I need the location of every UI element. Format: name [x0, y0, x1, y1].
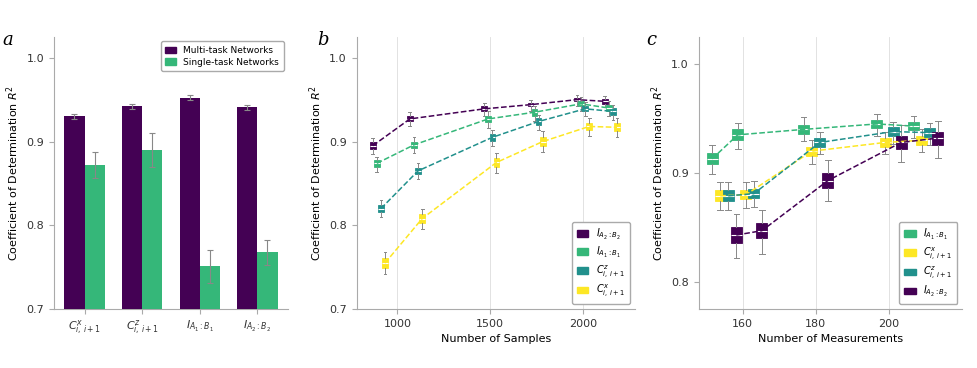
- Legend: $I_{A_1:B_1}$, $C^x_{i,\,i+1}$, $C^z_{i,\,i+1}$, $I_{A_2:B_2}$: $I_{A_1:B_1}$, $C^x_{i,\,i+1}$, $C^z_{i,…: [899, 222, 957, 304]
- PathPatch shape: [528, 103, 533, 106]
- PathPatch shape: [374, 160, 380, 167]
- PathPatch shape: [419, 215, 425, 223]
- PathPatch shape: [741, 190, 751, 199]
- PathPatch shape: [714, 190, 726, 201]
- PathPatch shape: [489, 134, 495, 141]
- PathPatch shape: [909, 122, 919, 131]
- PathPatch shape: [887, 127, 899, 136]
- PathPatch shape: [493, 158, 499, 167]
- PathPatch shape: [814, 138, 826, 147]
- Legend: $I_{A_2:B_2}$, $I_{A_1:B_1}$, $C^z_{i,\,i+1}$, $C^x_{i,\,i+1}$: $I_{A_2:B_2}$, $I_{A_1:B_1}$, $C^z_{i,\,…: [572, 222, 630, 304]
- PathPatch shape: [756, 223, 768, 238]
- PathPatch shape: [732, 130, 743, 140]
- PathPatch shape: [806, 147, 817, 156]
- X-axis label: Number of Measurements: Number of Measurements: [758, 335, 903, 344]
- Y-axis label: Coefficient of Determination $R^2$: Coefficient of Determination $R^2$: [307, 85, 323, 261]
- PathPatch shape: [536, 118, 541, 125]
- PathPatch shape: [731, 227, 742, 243]
- Bar: [85, 165, 105, 368]
- PathPatch shape: [606, 105, 612, 112]
- Bar: [180, 98, 199, 368]
- PathPatch shape: [611, 108, 616, 115]
- PathPatch shape: [578, 101, 584, 106]
- Bar: [122, 106, 143, 368]
- Bar: [257, 252, 277, 368]
- PathPatch shape: [407, 116, 412, 121]
- Text: a: a: [2, 31, 13, 49]
- PathPatch shape: [531, 109, 537, 116]
- PathPatch shape: [916, 136, 927, 145]
- PathPatch shape: [582, 106, 588, 112]
- Text: b: b: [318, 31, 329, 49]
- PathPatch shape: [586, 123, 592, 130]
- PathPatch shape: [871, 120, 882, 128]
- PathPatch shape: [486, 116, 491, 122]
- PathPatch shape: [378, 205, 384, 212]
- PathPatch shape: [370, 142, 375, 149]
- Y-axis label: Coefficient of Determination $R^2$: Coefficient of Determination $R^2$: [4, 85, 21, 261]
- PathPatch shape: [879, 138, 891, 147]
- PathPatch shape: [723, 190, 734, 201]
- PathPatch shape: [706, 153, 717, 164]
- PathPatch shape: [896, 136, 907, 149]
- Bar: [64, 116, 85, 368]
- X-axis label: Number of Samples: Number of Samples: [441, 335, 551, 344]
- PathPatch shape: [924, 128, 935, 137]
- Bar: [143, 150, 162, 368]
- PathPatch shape: [748, 189, 759, 198]
- Y-axis label: Coefficient of Determination $R^2$: Coefficient of Determination $R^2$: [649, 85, 665, 261]
- PathPatch shape: [823, 173, 833, 188]
- Text: c: c: [646, 31, 656, 49]
- Bar: [237, 107, 257, 368]
- Legend: Multi-task Networks, Single-task Networks: Multi-task Networks, Single-task Network…: [161, 41, 283, 71]
- PathPatch shape: [482, 106, 487, 112]
- PathPatch shape: [932, 132, 944, 145]
- PathPatch shape: [615, 123, 619, 131]
- PathPatch shape: [574, 98, 579, 101]
- Bar: [199, 266, 220, 368]
- PathPatch shape: [540, 137, 545, 146]
- PathPatch shape: [415, 167, 421, 174]
- PathPatch shape: [382, 258, 388, 268]
- PathPatch shape: [411, 142, 417, 148]
- PathPatch shape: [602, 99, 608, 104]
- PathPatch shape: [798, 125, 809, 134]
